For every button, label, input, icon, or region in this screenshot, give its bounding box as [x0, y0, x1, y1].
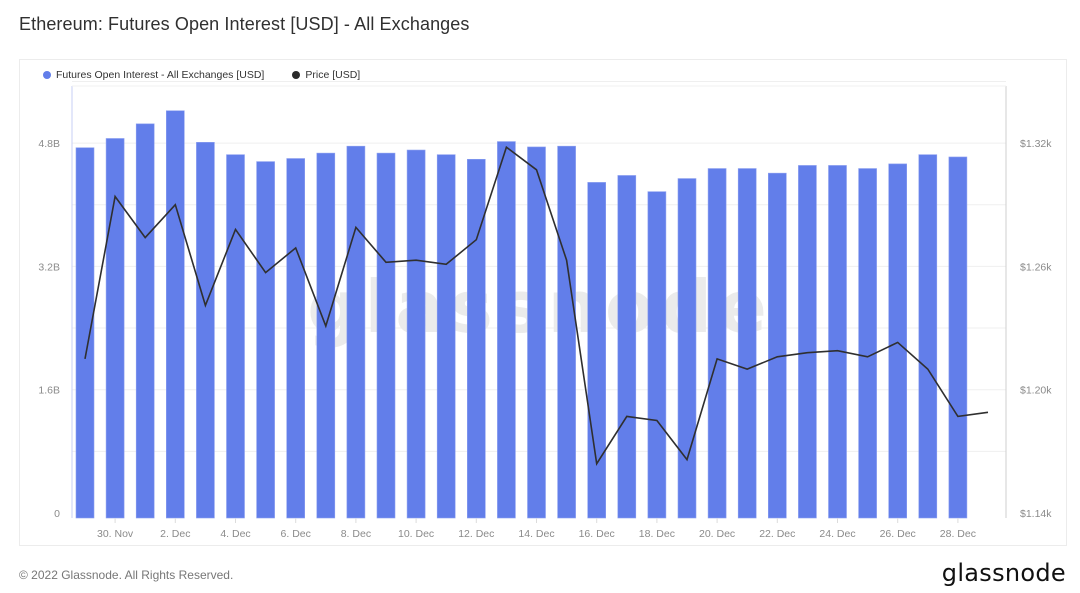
y-tick-label: 4.8B — [38, 138, 60, 150]
bar-25-dec[interactable] — [858, 168, 877, 519]
bar-19-dec[interactable] — [677, 178, 697, 519]
bar-28-dec[interactable] — [948, 156, 968, 519]
x-tick-label: 4. Dec — [220, 528, 250, 540]
x-tick-label: 10. Dec — [398, 528, 434, 540]
y-tick-label: 1.6B — [38, 385, 60, 397]
bar-1-dec[interactable] — [135, 123, 155, 519]
legend-label: Price [USD] — [305, 69, 361, 81]
legend-item-price[interactable]: Price [USD] — [292, 69, 360, 81]
x-tick-label: 12. Dec — [458, 528, 494, 540]
bar-9-dec[interactable] — [376, 152, 396, 519]
bar-3-dec[interactable] — [196, 142, 215, 519]
bar-2-dec[interactable] — [166, 110, 185, 519]
page-title: Ethereum: Futures Open Interest [USD] - … — [19, 14, 470, 34]
bar-29-nov[interactable] — [75, 147, 95, 519]
bar-27-dec[interactable] — [918, 154, 938, 519]
bar-14-dec[interactable] — [527, 146, 546, 519]
chart-legend: Futures Open Interest - All Exchanges [U… — [43, 69, 360, 81]
bar-5-dec[interactable] — [256, 161, 275, 519]
y-axis-right: $1.14k $1.20k $1.26k $1.32k — [1020, 138, 1052, 520]
bar-11-dec[interactable] — [436, 154, 456, 519]
bar-6-dec[interactable] — [286, 158, 306, 519]
bar-26-dec[interactable] — [888, 163, 908, 519]
x-tick-label: 14. Dec — [518, 528, 554, 540]
x-tick-label: 24. Dec — [819, 528, 855, 540]
bar-4-dec[interactable] — [226, 154, 245, 519]
x-tick-label: 16. Dec — [579, 528, 615, 540]
bar-10-dec[interactable] — [406, 149, 426, 519]
bar-7-dec[interactable] — [316, 152, 336, 519]
open-interest-bars[interactable] — [75, 110, 968, 519]
bar-20-dec[interactable] — [707, 168, 727, 519]
x-tick-label: 26. Dec — [880, 528, 916, 540]
x-tick-label: 22. Dec — [759, 528, 795, 540]
bar-17-dec[interactable] — [617, 175, 637, 519]
bar-8-dec[interactable] — [346, 145, 366, 519]
x-tick-label: 18. Dec — [639, 528, 675, 540]
y2-tick-label: $1.14k — [1020, 508, 1052, 520]
price-line[interactable] — [84, 145, 989, 466]
bar-15-dec[interactable] — [557, 145, 576, 519]
x-axis: 30. Nov 2. Dec 4. Dec 6. Dec 8. Dec 10. Dec 12… — [97, 518, 976, 540]
legend-dot-icon — [292, 71, 301, 79]
x-tick-label: 30. Nov — [97, 528, 134, 540]
glassnode-logo: glassnode — [941, 559, 1066, 587]
y-axis-left: 0 1.6B 3.2B 4.8B — [38, 138, 60, 520]
x-tick-label: 2. Dec — [160, 528, 190, 540]
bar-21-dec[interactable] — [737, 168, 757, 519]
legend-item-open-interest[interactable]: Futures Open Interest - All Exchanges [U… — [43, 69, 264, 81]
bar-24-dec[interactable] — [828, 165, 847, 519]
y2-tick-label: $1.26k — [1020, 261, 1052, 273]
bar-23-dec[interactable] — [798, 165, 817, 519]
legend-label: Futures Open Interest - All Exchanges [U… — [56, 69, 265, 81]
x-tick-label: 20. Dec — [699, 528, 735, 540]
y-tick-label: 0 — [54, 508, 60, 520]
y-tick-label: 3.2B — [38, 261, 60, 273]
x-tick-label: 28. Dec — [940, 528, 976, 540]
bar-16-dec[interactable] — [587, 182, 607, 519]
y2-tick-label: $1.20k — [1020, 385, 1052, 397]
copyright-text: © 2022 Glassnode. All Rights Reserved. — [19, 568, 234, 582]
bar-22-dec[interactable] — [767, 172, 787, 519]
x-tick-label: 6. Dec — [281, 528, 311, 540]
bar-18-dec[interactable] — [647, 191, 667, 519]
x-tick-label: 8. Dec — [341, 528, 371, 540]
bar-13-dec[interactable] — [497, 141, 516, 519]
legend-dot-icon — [43, 71, 51, 79]
y2-tick-label: $1.32k — [1020, 138, 1052, 150]
bar-12-dec[interactable] — [466, 158, 486, 519]
